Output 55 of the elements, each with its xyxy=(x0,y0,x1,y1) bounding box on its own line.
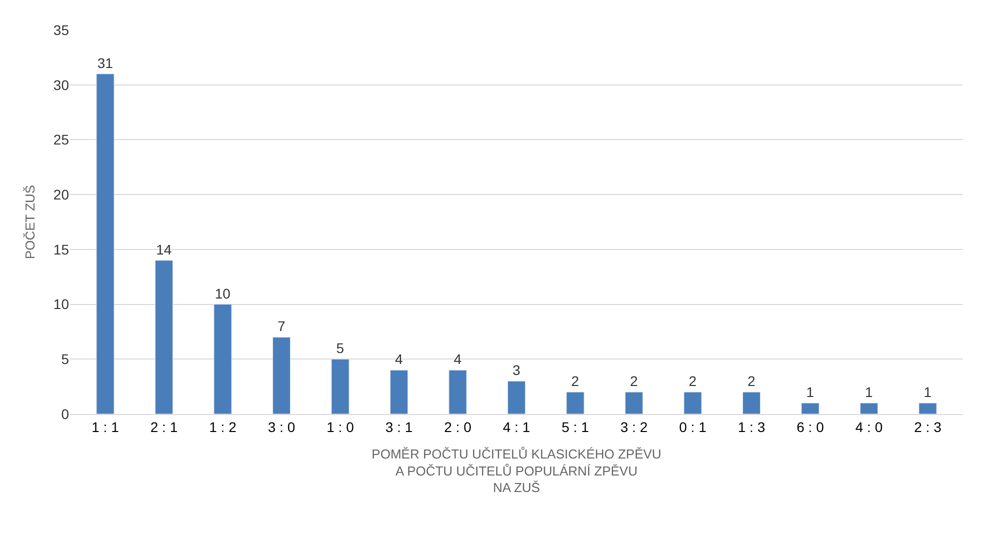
x-tick-label: 2 : 3 xyxy=(914,418,942,435)
y-tick-label: 0 xyxy=(61,406,70,422)
data-label: 2 xyxy=(571,373,580,390)
bar xyxy=(684,392,702,414)
x-tick-label: 4 : 0 xyxy=(855,418,883,435)
bar xyxy=(918,402,937,414)
data-label: 10 xyxy=(214,285,231,302)
bar xyxy=(624,392,644,414)
y-tick-label: 25 xyxy=(53,132,70,148)
bar xyxy=(272,336,291,414)
bar xyxy=(390,370,408,414)
x-tick-label: 2 : 0 xyxy=(444,418,472,435)
y-tick-label: 10 xyxy=(53,296,70,312)
data-label: 4 xyxy=(454,351,462,368)
y-tick-label: 15 xyxy=(53,241,70,258)
bar xyxy=(96,74,114,414)
data-label: 2 xyxy=(630,373,638,390)
x-tick-label: 3 : 1 xyxy=(385,418,413,435)
x-tick-label: 2 : 1 xyxy=(150,418,178,435)
bar xyxy=(860,402,878,414)
x-axis-title: POMĚR POČTU UČITELŮ KLASICKÉHO ZPĚVU A POČTU UČITELŮ POPULÁRNÍ ZPĚVU NA ZUŠ xyxy=(372,446,662,496)
x-tick-label: 1 : 1 xyxy=(92,418,120,435)
x-tick-label: 1 : 3 xyxy=(738,418,766,435)
data-label: 31 xyxy=(97,54,114,71)
data-label: 14 xyxy=(156,241,172,258)
x-tick-label: 1 : 0 xyxy=(326,418,354,435)
y-tick-label: 35 xyxy=(53,22,70,38)
bar xyxy=(448,370,467,414)
data-label: 3 xyxy=(512,362,520,378)
x-tick-label: 3 : 2 xyxy=(620,418,648,435)
data-label: 4 xyxy=(395,351,403,368)
bar xyxy=(742,392,761,414)
bar xyxy=(331,358,350,414)
y-tick-label: 5 xyxy=(61,351,70,368)
data-label: 2 xyxy=(748,373,756,390)
bar xyxy=(801,402,820,414)
x-tick-label: 4 : 1 xyxy=(502,418,530,435)
data-label: 1 xyxy=(924,384,932,400)
data-label: 7 xyxy=(278,318,286,334)
bar xyxy=(507,380,526,414)
x-tick-label: 6 : 0 xyxy=(796,418,824,435)
data-label: 5 xyxy=(336,340,344,356)
y-axis-title: POČET ZUŠ xyxy=(22,184,38,260)
x-tick-label: 0 : 1 xyxy=(679,418,707,435)
data-label: 1 xyxy=(865,384,873,400)
y-tick-label: 30 xyxy=(53,76,70,93)
bar xyxy=(566,392,584,414)
x-tick-label: 3 : 0 xyxy=(268,418,296,435)
bar xyxy=(214,304,232,414)
y-tick-label: 20 xyxy=(53,186,70,202)
bar xyxy=(154,260,174,414)
data-label: 2 xyxy=(688,373,697,390)
x-tick-label: 1 : 2 xyxy=(209,418,237,435)
data-label: 1 xyxy=(806,384,814,400)
x-tick-label: 5 : 1 xyxy=(562,418,590,435)
